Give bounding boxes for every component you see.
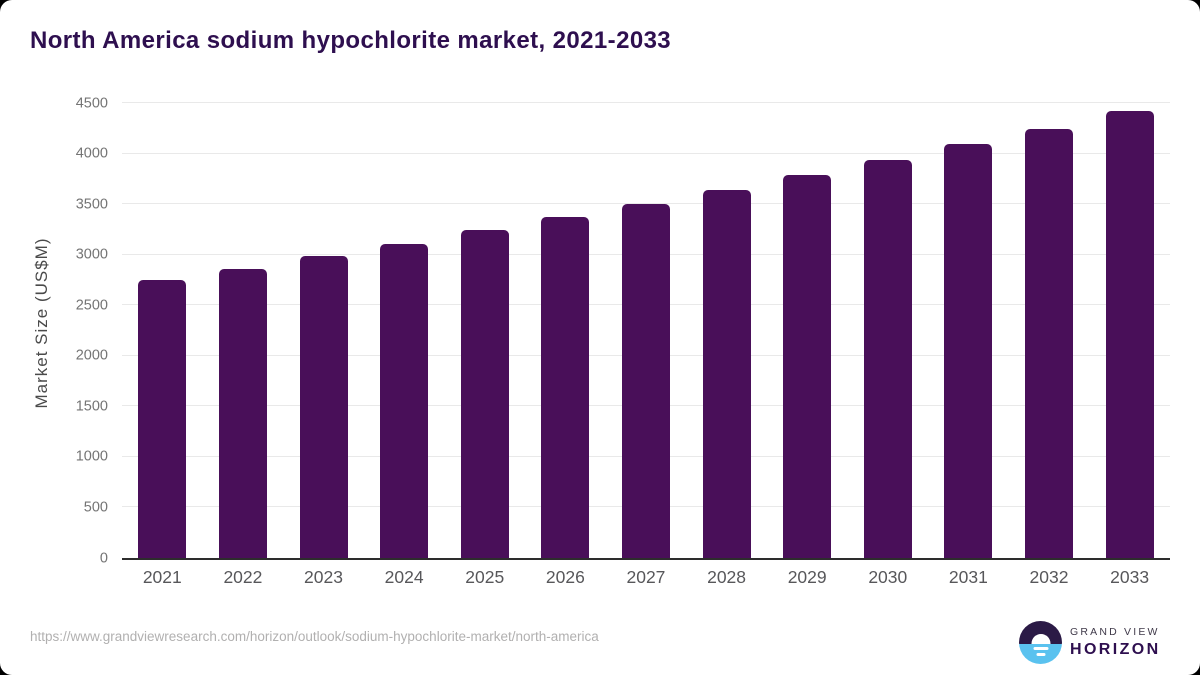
bar-2023 [299, 255, 348, 558]
reflection-line-2 [1036, 653, 1045, 657]
y-tick-label: 2000 [75, 347, 108, 364]
bar-slot [686, 103, 767, 558]
bar-2021 [138, 279, 187, 558]
y-tick-label: 500 [83, 499, 108, 516]
bar-slot [606, 103, 687, 558]
bar-slot [1009, 103, 1090, 558]
gridline [122, 152, 1170, 154]
bar-slot [767, 103, 848, 558]
bar-2030 [863, 159, 912, 558]
x-axis-labels: 2021 2022 2023 2024 2025 2026 2027 2028 2029 2030… [122, 567, 1170, 588]
y-tick-label: 1000 [75, 448, 108, 465]
x-tick-label-2023: 2023 [304, 567, 343, 587]
bar-2024 [380, 243, 429, 558]
y-tick-label: 1500 [75, 398, 108, 415]
bar-2032 [1025, 128, 1073, 558]
x-tick-label-2028: 2028 [707, 567, 747, 587]
bar-2025 [460, 230, 509, 558]
source-url: https://www.grandviewresearch.com/horizo… [30, 629, 599, 644]
bar-slot [1089, 103, 1170, 558]
y-axis-title: Market Size (US$M) [32, 237, 51, 409]
x-tick-label-2030: 2030 [868, 567, 908, 587]
y-tick-label: 4000 [75, 145, 108, 162]
y-tick-label: 2500 [75, 296, 108, 313]
y-tick-label: 4500 [75, 94, 108, 111]
x-tick-label-2021: 2021 [142, 567, 182, 587]
bar-2027 [621, 204, 670, 558]
bar-slot [444, 103, 525, 558]
y-tick-label: 3500 [75, 195, 108, 212]
bar-slot [525, 103, 606, 558]
chart-title: North America sodium hypochlorite market… [30, 27, 672, 54]
bar-slot [122, 103, 203, 558]
bar-slot [283, 103, 364, 558]
x-tick-label-2022: 2022 [223, 567, 263, 587]
plot-area: 0 500 1000 1500 2000 2500 3000 3500 4000 4500 [76, 96, 1170, 565]
x-tick-label-2029: 2029 [787, 567, 827, 587]
bar-slot [203, 103, 284, 558]
bar-slot [847, 103, 928, 558]
y-tick-label: 0 [99, 549, 108, 566]
x-tick-label-2026: 2026 [545, 567, 585, 587]
bar-2029 [783, 174, 832, 558]
x-tick-label-2033: 2033 [1110, 567, 1150, 587]
bar-2028 [702, 189, 751, 558]
y-tick-label: 3000 [75, 246, 108, 263]
x-tick-label-2025: 2025 [465, 567, 505, 587]
bar-2026 [541, 217, 590, 558]
x-tick-label-2024: 2024 [384, 567, 424, 587]
bar-2031 [944, 144, 993, 558]
horizon-sunrise-icon [1019, 621, 1062, 664]
logo-text-grand-view: GRAND VIEW [1070, 626, 1160, 638]
bars-container [122, 103, 1170, 558]
bar-2022 [218, 268, 267, 558]
reflection-line-1 [1033, 647, 1048, 651]
bar-slot [364, 103, 445, 558]
gridline [122, 203, 1170, 205]
bar-slot [928, 103, 1009, 558]
gridline [122, 102, 1170, 103]
x-tick-label-2027: 2027 [626, 567, 666, 587]
logo-text: GRAND VIEW HORIZON [1070, 626, 1161, 659]
x-tick-label-2032: 2032 [1029, 567, 1069, 587]
grand-view-horizon-logo: GRAND VIEW HORIZON [1019, 621, 1161, 664]
sun-shape [1031, 634, 1050, 645]
x-tick-label-2031: 2031 [948, 567, 988, 587]
logo-text-horizon: HORIZON [1070, 641, 1161, 658]
bar-2033 [1105, 111, 1154, 558]
